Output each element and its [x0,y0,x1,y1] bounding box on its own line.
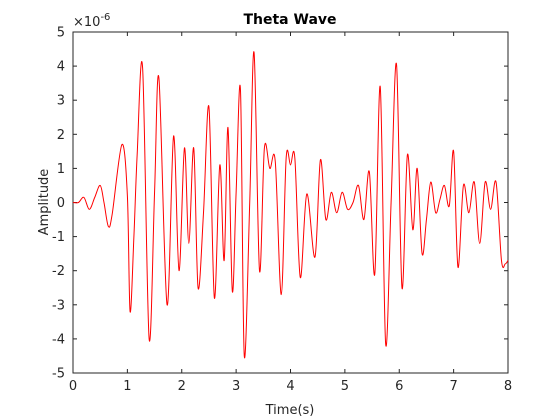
y-tick-label: -2 [52,264,65,279]
y-exponent-label: ×10-6 [73,12,110,30]
y-tick-label: 2 [57,128,65,143]
y-tick-label: -3 [52,298,65,313]
plot-area [72,31,509,374]
y-exponent-power: -6 [100,12,110,23]
x-tick-label: 4 [286,379,294,394]
x-tick-label: 7 [449,379,457,394]
y-tick-label: -4 [52,332,65,347]
y-tick-label: 5 [57,26,65,41]
y-tick-label: -1 [52,230,65,245]
x-tick-label: 0 [69,379,77,394]
chart-title: Theta Wave [243,12,336,28]
series-layer [72,51,509,359]
y-axis-label: Amplitude [37,169,52,236]
y-tick-label: 3 [57,94,65,109]
x-axis-ticks: 0 1 2 3 4 5 6 7 8 [69,32,512,394]
x-tick-label: 1 [123,379,131,394]
series-line [72,51,509,359]
y-axis-ticks: -5 -4 -3 -2 -1 0 1 2 3 4 5 [52,26,508,382]
x-tick-label: 6 [395,379,403,394]
y-tick-label: 1 [57,162,65,177]
x-axis-label: Time(s) [265,403,315,418]
y-exponent-base: ×10 [73,15,100,30]
x-tick-label: 5 [341,379,349,394]
x-tick-label: 8 [504,379,512,394]
x-tick-label: 3 [232,379,240,394]
y-tick-label: -5 [52,367,65,382]
y-tick-label: 4 [57,60,65,75]
y-tick-label: 0 [57,196,65,211]
x-tick-label: 2 [178,379,186,394]
